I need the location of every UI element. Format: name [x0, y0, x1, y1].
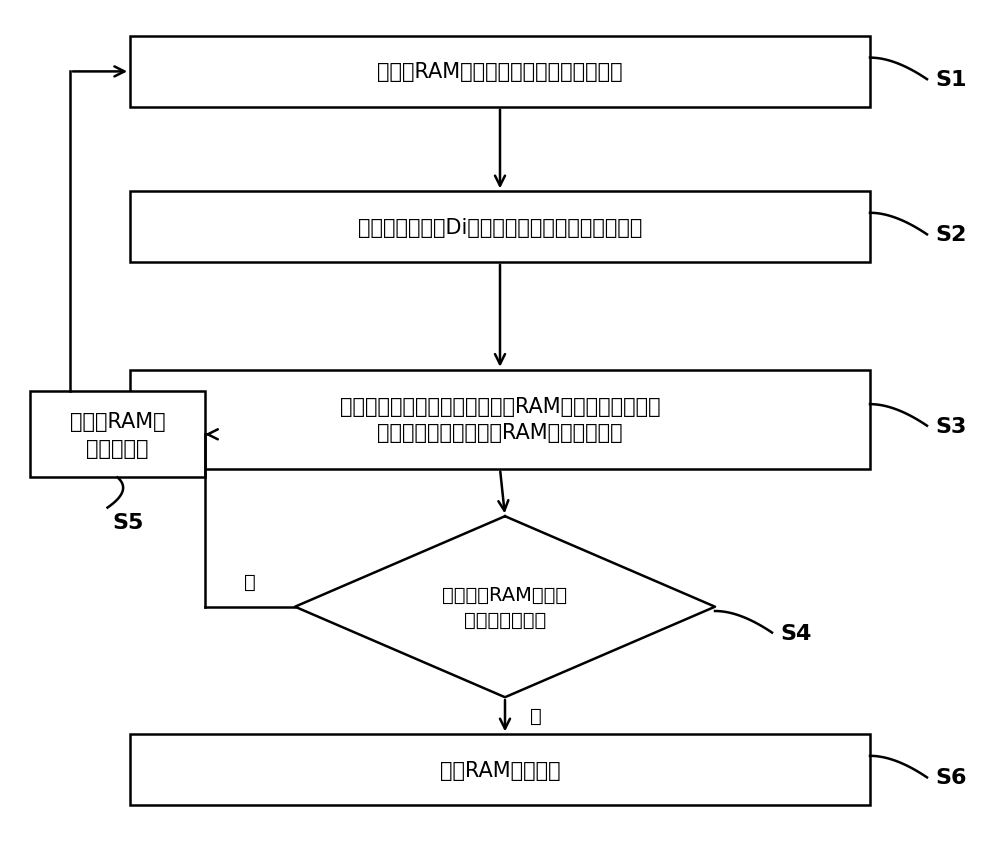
- FancyBboxPatch shape: [130, 370, 870, 469]
- Text: 分别依次在每个独立单元中运行RAM在线自检，得到在
规定时间内完成的整个RAM在线自检任务: 分别依次在每个独立单元中运行RAM在线自检，得到在 规定时间内完成的整个RAM在…: [340, 397, 660, 443]
- Text: 判断整个RAM在线自
检任务是否正常: 判断整个RAM在线自 检任务是否正常: [442, 585, 568, 629]
- Text: S6: S6: [935, 767, 966, 788]
- Text: 是: 是: [244, 573, 256, 592]
- Text: S3: S3: [935, 416, 966, 437]
- Text: S1: S1: [935, 70, 966, 90]
- Text: 结束RAM在线自检: 结束RAM在线自检: [440, 759, 560, 780]
- Text: S4: S4: [780, 623, 811, 643]
- FancyBboxPatch shape: [130, 192, 870, 263]
- FancyBboxPatch shape: [130, 37, 870, 108]
- Polygon shape: [295, 517, 715, 697]
- FancyBboxPatch shape: [30, 392, 205, 478]
- Text: 否: 否: [530, 706, 542, 726]
- Text: 重新对RAM进
行区域划分: 重新对RAM进 行区域划分: [70, 412, 165, 458]
- Text: 将每个独立区域Di划分成若干个不重叠的独立单元: 将每个独立区域Di划分成若干个不重叠的独立单元: [358, 217, 642, 238]
- Text: S5: S5: [112, 512, 144, 532]
- Text: 将待测RAM划分成多个不重叠的独立区域: 将待测RAM划分成多个不重叠的独立区域: [377, 62, 623, 83]
- Text: S2: S2: [935, 225, 966, 245]
- FancyBboxPatch shape: [130, 734, 870, 805]
